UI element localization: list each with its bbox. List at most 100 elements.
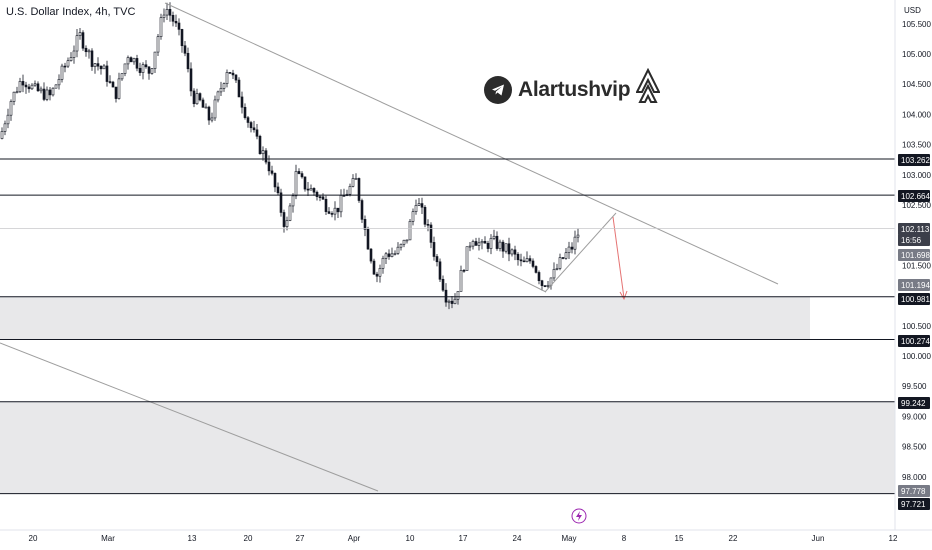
candle-body	[45, 89, 49, 100]
time-tick-label: 8	[622, 534, 627, 543]
candle-body	[531, 260, 535, 267]
candle-body	[111, 81, 115, 88]
candle-body	[429, 224, 433, 243]
time-tick-label: 13	[188, 534, 197, 543]
candle-body	[435, 256, 439, 263]
candle-body	[231, 72, 235, 76]
candle-body	[489, 238, 493, 249]
candle-body	[228, 72, 232, 74]
candle-body	[336, 207, 340, 213]
candle-body	[123, 63, 127, 74]
candle-body	[498, 241, 502, 249]
brand-name: Alartushvip	[518, 78, 631, 101]
time-tick-label: May	[561, 534, 576, 543]
candle-body	[513, 249, 517, 255]
price-tag-label: 16:56	[901, 236, 922, 245]
price-tick-label: 105.000	[902, 50, 931, 59]
candle-body	[381, 257, 385, 269]
candle-body	[0, 131, 4, 139]
candle-body	[291, 195, 295, 207]
candle-body	[486, 242, 490, 249]
candle-body	[132, 58, 136, 63]
candle-body	[363, 219, 367, 230]
time-axis: 20 Mar 13 20 27 Apr 10 17 24 May 8 15 22 Jun 12	[0, 508, 932, 543]
candle-body	[483, 241, 487, 244]
candle-body	[153, 51, 157, 69]
candle-body	[63, 65, 67, 68]
candle-body	[519, 259, 523, 262]
candle-body	[375, 273, 379, 277]
candle-body	[99, 65, 103, 70]
candle-body	[366, 229, 370, 250]
candle-body	[57, 79, 61, 86]
candle-body	[174, 20, 178, 24]
candle-body	[327, 211, 331, 214]
candle-body	[102, 65, 106, 70]
candle-body	[90, 50, 94, 67]
candle-body	[405, 239, 409, 242]
candle-body	[162, 14, 166, 18]
candle-body	[570, 246, 574, 250]
candle-body	[561, 257, 565, 259]
candle-body	[201, 99, 205, 108]
candle-body	[396, 246, 400, 254]
candle-body	[81, 32, 85, 49]
lower-zone	[0, 401, 895, 494]
price-tag-box	[898, 249, 930, 261]
price-tag-box	[898, 335, 930, 347]
price-tag-box	[898, 190, 930, 202]
candle-body	[468, 245, 472, 248]
candle-body	[441, 278, 445, 291]
time-tick-label: 17	[459, 534, 468, 543]
price-tag-label: 101.698	[901, 251, 930, 260]
candle-body	[567, 246, 571, 254]
candle-body	[234, 74, 238, 81]
candle-body	[492, 235, 496, 239]
time-tick-label: Mar	[101, 534, 115, 543]
candle-body	[540, 280, 544, 286]
candle-body	[243, 106, 247, 118]
candle-body	[564, 252, 568, 259]
price-tag-label: 100.981	[901, 295, 930, 304]
candle-body	[480, 241, 484, 244]
candle-body	[30, 84, 34, 90]
candle-body	[189, 68, 193, 92]
candle-body	[48, 89, 52, 96]
price-tag-box	[898, 293, 930, 305]
candle-body	[39, 88, 43, 92]
candle-body	[177, 22, 181, 30]
candle-body	[9, 101, 13, 116]
candle-body	[168, 9, 172, 16]
candle-body	[114, 86, 118, 99]
price-tick-label: 100.000	[902, 352, 931, 361]
candle-body	[270, 170, 274, 174]
zones-layer	[0, 296, 895, 494]
candle-body	[18, 81, 22, 93]
candle-body	[72, 50, 76, 58]
candle-body	[477, 242, 481, 246]
candle-body	[372, 260, 376, 275]
candle-body	[33, 83, 37, 86]
candle-body	[414, 205, 418, 212]
time-tick-label: 22	[729, 534, 738, 543]
candle-body	[84, 47, 88, 53]
price-tag-label: 103.262	[901, 156, 930, 165]
candle-body	[411, 211, 415, 222]
time-tick-label: 10	[406, 534, 415, 543]
price-tag-box	[898, 279, 930, 291]
candle-body	[195, 93, 199, 105]
candle-body	[276, 186, 280, 194]
price-tags-layer: 103.262 102.664 102.113 16:56 101.698 101.194…	[898, 154, 930, 510]
time-tick-label: Jun	[812, 534, 825, 543]
candle-body	[135, 58, 139, 69]
price-tag-box	[898, 485, 930, 497]
candle-body	[360, 200, 364, 220]
price-tick-label: 98.000	[902, 473, 927, 482]
candle-body	[552, 269, 556, 279]
price-tick-label: 104.500	[902, 80, 931, 89]
candle-body	[495, 235, 499, 249]
price-tag-label: 97.778	[901, 487, 926, 496]
price-tag-label: 100.274	[901, 337, 930, 346]
price-tick-label: 99.500	[902, 382, 927, 391]
